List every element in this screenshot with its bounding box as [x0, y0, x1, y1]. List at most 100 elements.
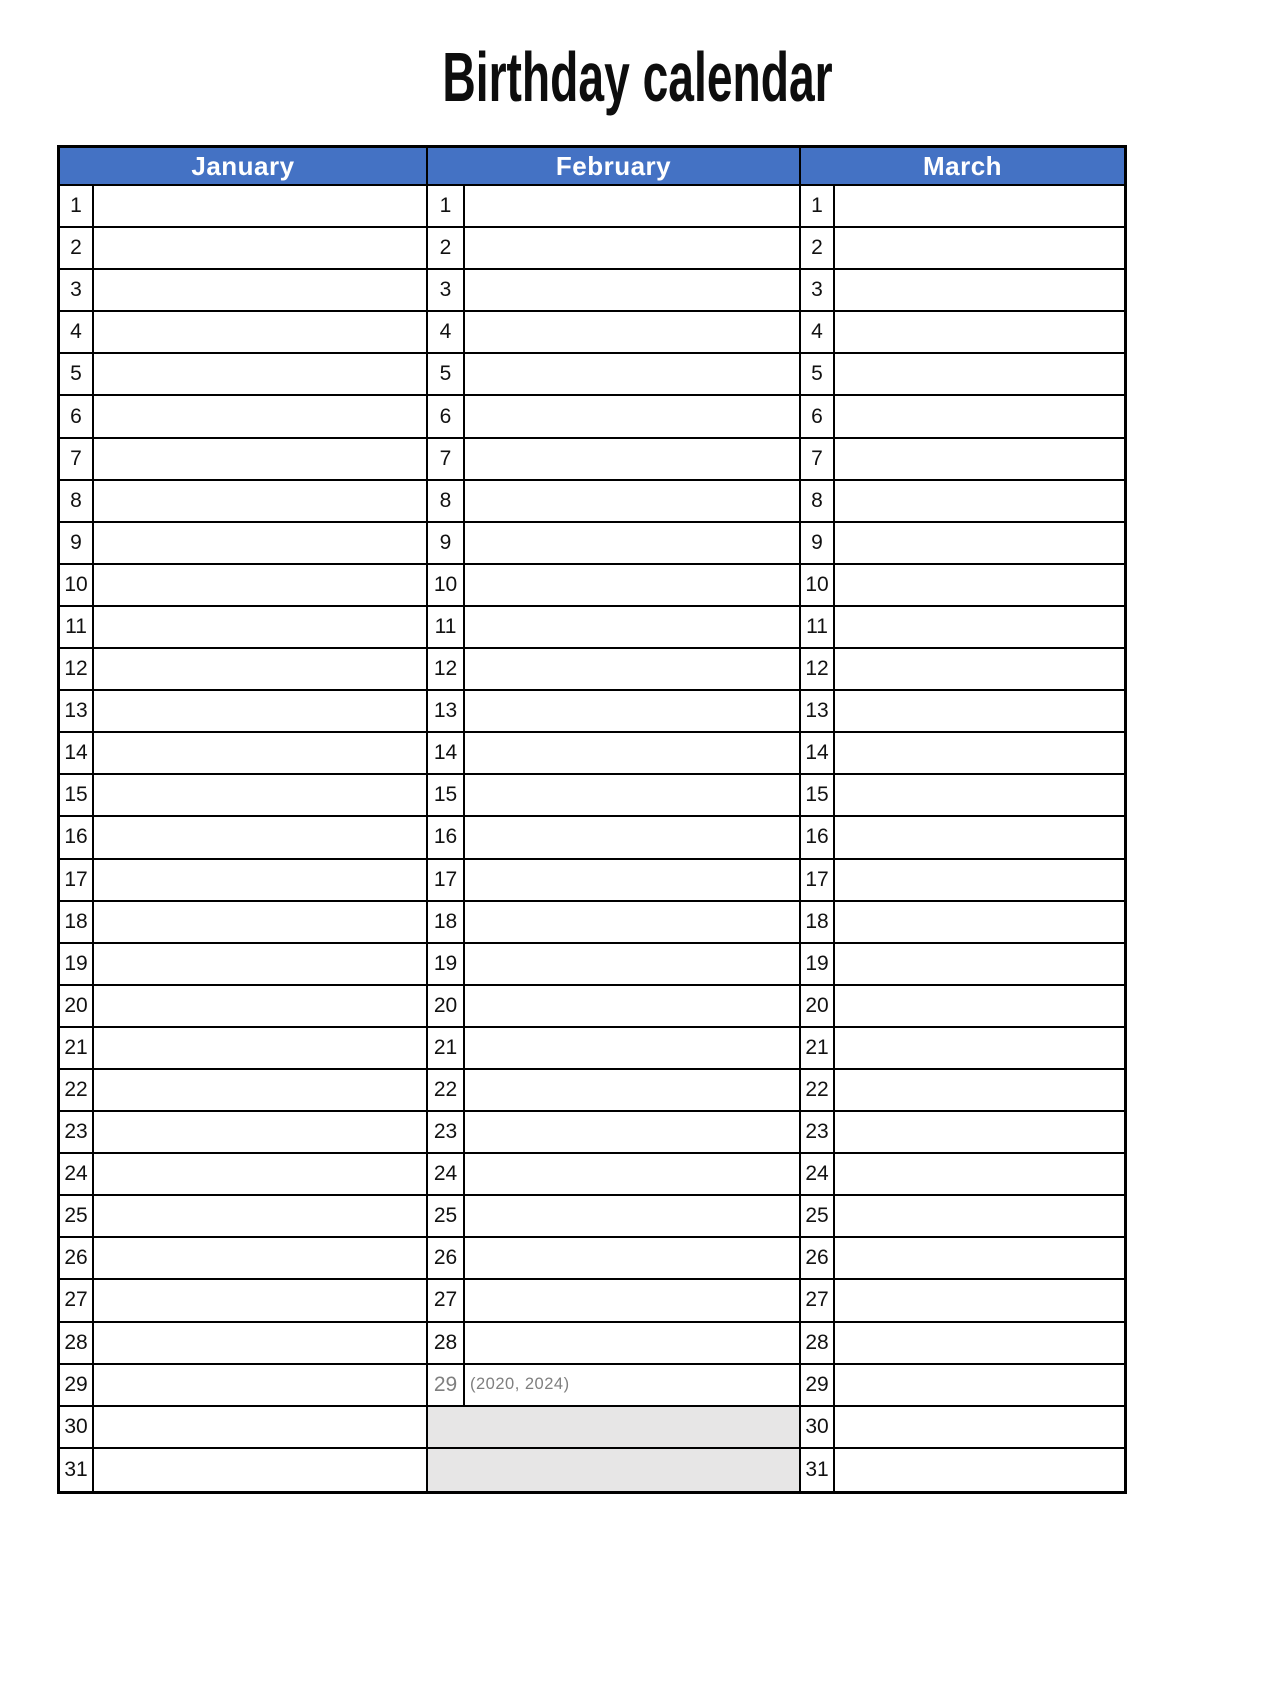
day-number-march-14: 14	[801, 733, 835, 774]
day-number-february-14: 14	[428, 733, 465, 774]
day-row-january-8: 8	[60, 480, 426, 523]
day-row-march-28: 28	[801, 1322, 1124, 1365]
day-entry-cell-january-19	[94, 944, 426, 984]
day-number-march-24: 24	[801, 1154, 835, 1195]
day-number-february-4: 4	[428, 312, 465, 353]
day-row-february-18: 18	[428, 901, 799, 944]
day-entry-cell-january-5	[94, 354, 426, 394]
day-row-february-1: 1	[428, 186, 799, 229]
day-number-january-20: 20	[60, 985, 94, 1026]
day-entry-cell-february-16	[465, 817, 799, 857]
day-row-february-26: 26	[428, 1238, 799, 1281]
day-entry-cell-february-11	[465, 607, 799, 647]
day-number-february-8: 8	[428, 480, 465, 521]
day-entry-cell-january-7	[94, 439, 426, 479]
day-number-march-8: 8	[801, 480, 835, 521]
day-row-march-3: 3	[801, 270, 1124, 313]
day-number-march-7: 7	[801, 438, 835, 479]
day-entry-cell-january-23	[94, 1112, 426, 1152]
day-entry-cell-february-1	[465, 186, 799, 226]
day-number-march-22: 22	[801, 1069, 835, 1111]
day-number-march-13: 13	[801, 691, 835, 732]
day-number-march-23: 23	[801, 1112, 835, 1153]
day-entry-cell-march-23	[835, 1112, 1124, 1152]
month-column-february: February 1 2 3 4 5 6 7 8 9 10 11 12 13 14 15 16 17 18 19 20 2…	[428, 148, 801, 1491]
day-row-january-28: 28	[60, 1322, 426, 1365]
day-row-march-25: 25	[801, 1196, 1124, 1239]
day-row-march-7: 7	[801, 438, 1124, 481]
day-row-january-26: 26	[60, 1238, 426, 1281]
day-number-february-1: 1	[428, 186, 465, 227]
day-row-january-3: 3	[60, 270, 426, 313]
day-number-february-27: 27	[428, 1280, 465, 1321]
day-number-january-15: 15	[60, 775, 94, 816]
day-row-february-4: 4	[428, 312, 799, 355]
day-number-march-15: 15	[801, 775, 835, 816]
day-entry-cell-march-6	[835, 396, 1124, 436]
day-row-february-9: 9	[428, 522, 799, 565]
day-row-january-16: 16	[60, 817, 426, 860]
day-entry-cell-february-15	[465, 775, 799, 815]
day-entry-cell-march-1	[835, 186, 1124, 226]
day-number-march-9: 9	[801, 522, 835, 563]
day-entry-cell-february-27	[465, 1280, 799, 1320]
day-row-january-4: 4	[60, 312, 426, 355]
day-entry-cell-march-10	[835, 565, 1124, 605]
day-entry-cell-february-9	[465, 523, 799, 563]
day-entry-cell-march-29	[835, 1365, 1124, 1405]
day-row-january-30: 30	[60, 1406, 426, 1449]
day-row-february-14: 14	[428, 733, 799, 776]
day-entry-cell-february-8	[465, 481, 799, 521]
day-entry-cell-january-30	[94, 1407, 426, 1447]
day-number-january-18: 18	[60, 901, 94, 942]
day-row-march-1: 1	[801, 186, 1124, 229]
day-entry-cell-january-18	[94, 902, 426, 942]
day-row-march-4: 4	[801, 312, 1124, 355]
day-row-january-12: 12	[60, 649, 426, 692]
birthday-calendar-table: January 1 2 3 4 5 6 7 8 9 10 11 12 13 14 15 16 17 18 19 20 21…	[57, 145, 1127, 1494]
day-entry-cell-february-25	[465, 1196, 799, 1236]
day-entry-cell-march-22	[835, 1070, 1124, 1110]
day-number-january-24: 24	[60, 1154, 94, 1195]
day-row-february-16: 16	[428, 817, 799, 860]
day-number-march-2: 2	[801, 228, 835, 269]
day-row-march-17: 17	[801, 859, 1124, 902]
day-row-january-11: 11	[60, 606, 426, 650]
day-entry-cell-february-17	[465, 860, 799, 900]
day-number-january-19: 19	[60, 943, 94, 984]
day-number-january-16: 16	[60, 817, 94, 858]
day-number-february-28: 28	[428, 1322, 465, 1363]
day-row-february-24: 24	[428, 1154, 799, 1197]
day-row-march-20: 20	[801, 985, 1124, 1028]
page-title: Birthday calendar	[442, 38, 833, 116]
day-row-february-27: 27	[428, 1280, 799, 1323]
day-number-february-29: 29	[428, 1364, 465, 1405]
day-row-january-2: 2	[60, 228, 426, 271]
day-entry-cell-march-8	[835, 481, 1124, 521]
day-row-march-14: 14	[801, 733, 1124, 776]
day-entry-cell-january-24	[94, 1154, 426, 1194]
day-number-march-5: 5	[801, 354, 835, 395]
day-row-march-2: 2	[801, 228, 1124, 271]
day-number-january-7: 7	[60, 438, 94, 479]
day-row-january-15: 15	[60, 775, 426, 818]
day-entry-cell-january-9	[94, 523, 426, 563]
day-entry-cell-march-30	[835, 1407, 1124, 1447]
day-row-february-13: 13	[428, 691, 799, 734]
month-column-march: March 1 2 3 4 5 6 7 8 9 10 11 12 13 14 15 16 17 18 19 20 21 22…	[801, 148, 1124, 1491]
day-number-february-18: 18	[428, 901, 465, 942]
day-number-january-13: 13	[60, 691, 94, 732]
day-row-january-13: 13	[60, 691, 426, 734]
day-row-february-10: 10	[428, 564, 799, 607]
day-row-march-10: 10	[801, 564, 1124, 607]
day-row-march-23: 23	[801, 1112, 1124, 1155]
day-number-january-10: 10	[60, 564, 94, 605]
day-number-january-30: 30	[60, 1406, 94, 1447]
day-row-january-5: 5	[60, 354, 426, 397]
disabled-day-row-february-31	[428, 1448, 799, 1491]
day-number-january-5: 5	[60, 354, 94, 395]
day-number-march-19: 19	[801, 943, 835, 984]
day-row-february-2: 2	[428, 228, 799, 271]
day-number-march-12: 12	[801, 649, 835, 690]
day-row-january-31: 31	[60, 1448, 426, 1491]
